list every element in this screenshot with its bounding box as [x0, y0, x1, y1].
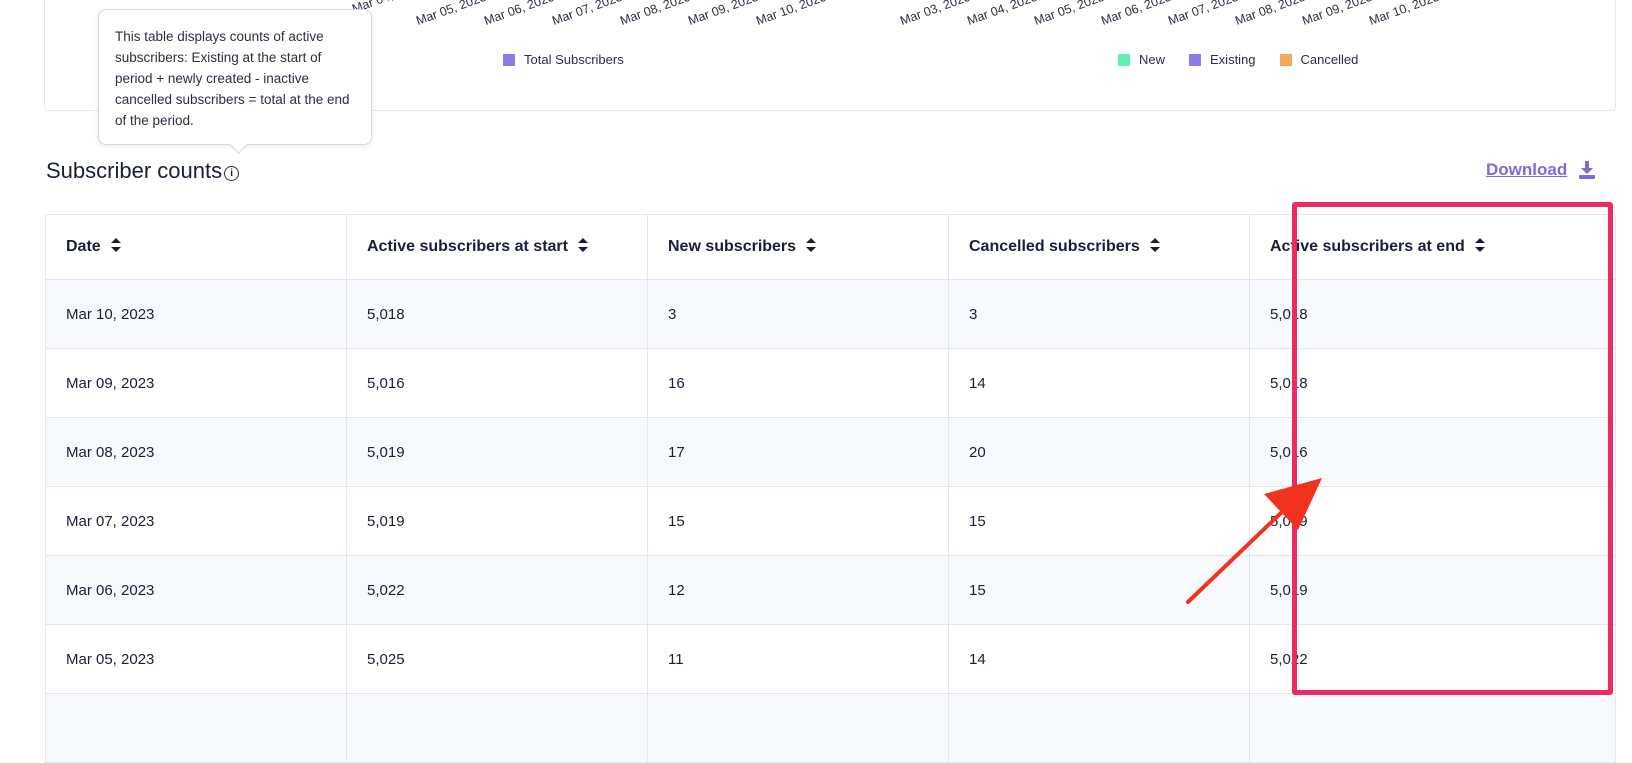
cell-active-end: 5,018	[1249, 279, 1616, 349]
cell-cancelled: 15	[948, 555, 1250, 625]
tooltip-arrow	[229, 135, 248, 154]
cell-active-start: 5,019	[346, 486, 648, 556]
cell-active-end: 5,019	[1249, 555, 1616, 625]
column-label: Active subscribers at start	[367, 238, 568, 255]
table-row: Mar 10, 2023 5,018 3 3 5,018	[45, 279, 1616, 349]
cell-new: 11	[647, 624, 949, 694]
table-row: Mar 08, 2023 5,019 17 20 5,016	[45, 417, 1616, 487]
cell-cancelled: 20	[948, 417, 1250, 487]
x-tick: Mar 07, 2023	[1166, 0, 1241, 29]
x-tick: Mar 09, 2023	[686, 0, 761, 29]
column-header-cancelled[interactable]: Cancelled subscribers	[948, 214, 1250, 280]
legend-swatch	[1189, 53, 1202, 66]
tooltip-text: This table displays counts of active sub…	[115, 29, 350, 128]
cell-active-start: 5,019	[346, 417, 648, 487]
cell-cancelled: 14	[948, 348, 1250, 418]
chart-legend-breakdown: New Existing Cancelled	[1118, 52, 1358, 67]
legend-label: Cancelled	[1300, 52, 1359, 67]
x-tick: Mar 05, 2023	[414, 0, 489, 29]
cell-active-start: 5,016	[346, 348, 648, 418]
cell-new: 3	[647, 279, 949, 349]
download-button[interactable]: Download	[1486, 160, 1596, 180]
legend-item-existing[interactable]: Existing	[1189, 52, 1256, 67]
cell-active-start: 5,022	[346, 555, 648, 625]
download-label: Download	[1486, 160, 1568, 179]
cell-new: 17	[647, 417, 949, 487]
cell-active-start: 5,018	[346, 279, 648, 349]
cell-new: 12	[647, 555, 949, 625]
legend-item-new[interactable]: New	[1118, 52, 1165, 67]
x-tick: Mar 06, 2023	[482, 0, 557, 29]
cell-date: Mar 08, 2023	[45, 417, 347, 487]
sort-icon	[1149, 238, 1160, 253]
page-title: Subscriber counts	[46, 158, 223, 183]
cell-date: Mar 07, 2023	[45, 486, 347, 556]
cell-active-end: 5,016	[1249, 417, 1616, 487]
cell-cancelled: 3	[948, 279, 1250, 349]
legend-swatch	[1279, 53, 1292, 66]
sort-icon	[110, 238, 121, 253]
column-label: Date	[66, 238, 101, 255]
table-row-partial	[45, 693, 1616, 763]
x-tick: Mar 07, 2023	[550, 0, 625, 29]
table-row: Mar 05, 2023 5,025 11 14 5,022	[45, 624, 1616, 694]
column-header-new[interactable]: New subscribers	[647, 214, 949, 280]
x-tick: Mar 09, 2023	[1300, 0, 1375, 29]
cell-empty	[647, 693, 949, 763]
cell-new: 15	[647, 486, 949, 556]
sort-icon	[806, 238, 817, 253]
x-tick: Mar 04, 2023	[965, 0, 1040, 29]
x-tick: Mar 05, 2023	[1032, 0, 1107, 29]
cell-active-start: 5,025	[346, 624, 648, 694]
cell-empty	[948, 693, 1250, 763]
column-header-active-start[interactable]: Active subscribers at start	[346, 214, 648, 280]
cell-empty	[1249, 693, 1616, 763]
subscriber-counts-table: Date Active subscribers at start New sub…	[45, 214, 1616, 763]
x-tick: Mar 10, 2023	[754, 0, 829, 29]
cell-empty	[346, 693, 648, 763]
legend-label: Existing	[1210, 52, 1256, 67]
sort-icon	[577, 238, 588, 253]
cell-empty	[45, 693, 347, 763]
cell-active-end: 5,022	[1249, 624, 1616, 694]
column-label: Active subscribers at end	[1270, 238, 1465, 255]
column-label: Cancelled subscribers	[969, 238, 1140, 255]
x-tick: Mar 08, 2023	[1233, 0, 1308, 29]
cell-cancelled: 15	[948, 486, 1250, 556]
chart-legend-total: Total Subscribers	[503, 52, 624, 67]
x-tick: Mar 06, 2023	[1099, 0, 1174, 29]
info-tooltip: This table displays counts of active sub…	[98, 9, 372, 154]
info-icon[interactable]: i	[224, 165, 240, 181]
cell-new: 16	[647, 348, 949, 418]
cell-date: Mar 06, 2023	[45, 555, 347, 625]
x-tick: Mar 10, 2023	[1367, 0, 1442, 29]
x-tick: Mar 03, 2023	[898, 0, 973, 29]
cell-date: Mar 10, 2023	[45, 279, 347, 349]
column-header-date[interactable]: Date	[45, 214, 347, 280]
table-row: Mar 06, 2023 5,022 12 15 5,019	[45, 555, 1616, 625]
cell-active-end: 5,018	[1249, 348, 1616, 418]
sort-icon	[1474, 238, 1485, 253]
table-row: Mar 07, 2023 5,019 15 15 5,019	[45, 486, 1616, 556]
legend-swatch	[1118, 53, 1130, 66]
legend-swatch	[503, 53, 515, 66]
column-header-active-end[interactable]: Active subscribers at end	[1249, 214, 1616, 280]
download-icon	[1579, 161, 1596, 179]
legend-item-cancelled[interactable]: Cancelled	[1279, 52, 1359, 67]
legend-label: New	[1139, 52, 1166, 67]
cell-date: Mar 05, 2023	[45, 624, 347, 694]
legend-item-total-subscribers[interactable]: Total Subscribers	[503, 52, 624, 67]
legend-label: Total Subscribers	[524, 52, 624, 67]
table-header-row: Date Active subscribers at start New sub…	[45, 214, 1616, 280]
column-label: New subscribers	[668, 238, 797, 255]
table-row: Mar 09, 2023 5,016 16 14 5,018	[45, 348, 1616, 418]
cell-active-end: 5,019	[1249, 486, 1616, 556]
x-tick: Mar 08, 2023	[618, 0, 693, 29]
cell-date: Mar 09, 2023	[45, 348, 347, 418]
section-header: Subscriber counts i	[46, 158, 240, 184]
cell-cancelled: 14	[948, 624, 1250, 694]
